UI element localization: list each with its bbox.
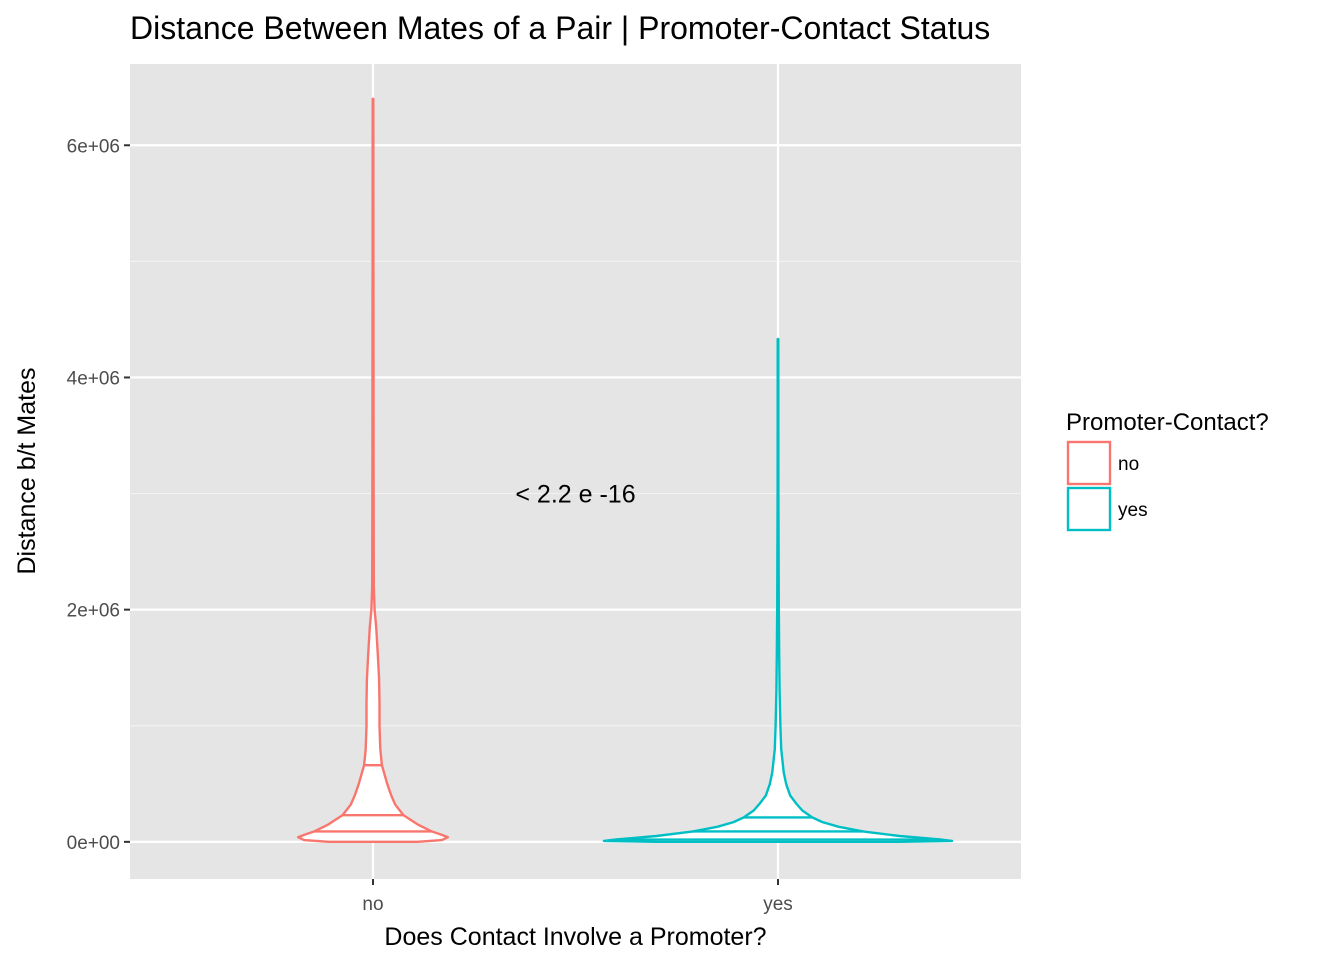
minor-gridlines xyxy=(130,260,1021,727)
x-axis-ticks: no yes xyxy=(362,879,793,915)
legend-label-yes: yes xyxy=(1118,500,1148,521)
significance-annotation: < 2.2 e -16 xyxy=(515,481,635,509)
y-tick-label: 2e+06 xyxy=(67,601,120,622)
legend-label-no: no xyxy=(1118,454,1139,475)
legend-key-yes xyxy=(1066,486,1112,532)
plot-panel xyxy=(130,64,1021,879)
legend: Promoter-Contact? no yes xyxy=(1066,409,1269,532)
y-axis-title: Distance b/t Mates xyxy=(13,367,41,574)
chart-title: Distance Between Mates of a Pair | Promo… xyxy=(130,10,990,46)
legend-key-no xyxy=(1066,440,1112,486)
violin-yes xyxy=(602,337,954,843)
violins xyxy=(296,97,954,843)
y-tick-label: 4e+06 xyxy=(67,368,120,389)
y-axis-ticks: 0e+00 2e+06 4e+06 6e+06 xyxy=(67,136,130,854)
legend-title: Promoter-Contact? xyxy=(1066,409,1269,436)
violin-no xyxy=(296,97,450,843)
x-tick-label: yes xyxy=(763,894,793,915)
x-tick-label: no xyxy=(362,894,383,915)
y-tick-label: 0e+00 xyxy=(67,833,120,854)
x-axis-title: Does Contact Involve a Promoter? xyxy=(384,923,766,951)
y-tick-label: 6e+06 xyxy=(67,136,120,157)
